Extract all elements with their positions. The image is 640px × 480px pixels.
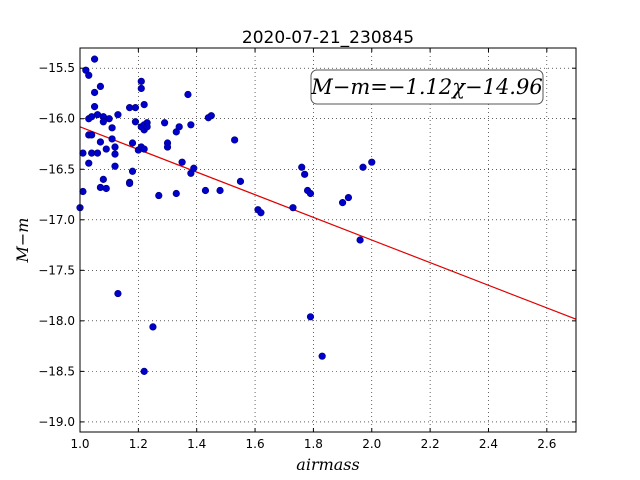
data-point [359,163,367,171]
data-point [131,118,140,126]
data-point [143,123,151,131]
x-tick-label: 2.6 [537,437,556,451]
data-point [344,193,353,202]
data-point [306,313,315,321]
data-point [155,191,163,200]
data-point [301,170,309,178]
data-point [108,135,116,143]
data-point [93,149,102,157]
x-tick-label: 1.0 [70,437,89,451]
data-point [79,187,87,196]
x-axis-ticks: 1.0 1.2 1.4 1.6 1.8 2.0 2.2 2.4 2.6 [70,48,556,451]
data-point [289,204,297,212]
data-point [85,159,93,167]
y-tick-label: −18.0 [38,314,75,328]
data-point [356,236,364,244]
x-tick-label: 1.8 [304,437,323,451]
data-point [90,55,99,63]
y-tick-label: −17.5 [38,263,75,277]
data-point [298,163,306,171]
x-tick-label: 1.6 [246,437,265,451]
data-point [111,162,119,170]
data-point [90,88,99,97]
data-point [102,145,110,153]
data-point [140,100,148,109]
annotation-text: M−m=−1.12χ−14.96 [310,75,542,99]
data-point [178,158,186,166]
data-point [306,189,315,198]
data-point [96,183,105,192]
y-tick-label: −18.5 [38,364,75,378]
data-point [172,189,180,198]
data-point [128,167,137,175]
data-point [114,289,122,298]
data-point [338,199,347,207]
data-point [236,177,245,185]
data-point [105,115,113,123]
x-tick-label: 2.4 [479,437,498,451]
y-tick-label: −17.0 [38,213,75,227]
x-axis-label: airmass [296,455,359,474]
data-point [99,175,107,183]
data-point [111,143,119,151]
data-point [114,111,122,119]
data-point [187,121,195,129]
x-tick-label: 1.4 [187,437,206,451]
data-point [88,131,96,139]
fit-equation-annotation: M−m=−1.12χ−14.96 [310,69,544,105]
data-point [99,118,107,126]
x-tick-label: 2.2 [421,437,440,451]
data-point [137,84,145,93]
data-point [108,124,116,132]
data-point [207,112,215,120]
data-point [163,143,172,151]
data-point [318,352,326,360]
data-point [149,323,157,331]
fit-line [79,126,577,320]
data-point [140,367,148,375]
data-point [140,145,148,153]
data-point [96,82,105,90]
data-point [231,136,239,144]
x-tick-label: 2.0 [362,437,381,451]
grid [79,48,576,432]
data-point [96,138,105,146]
data-point [79,149,87,157]
y-tick-label: −16.5 [38,162,75,176]
y-tick-label: −15.5 [38,61,75,75]
data-point [137,77,145,85]
data-point [216,186,224,195]
fit-line-group [79,126,577,320]
data-point [257,209,265,217]
data-point [85,71,93,79]
y-tick-label: −16.0 [38,112,75,126]
annotation-box [310,69,544,105]
data-point [111,150,119,158]
y-tick-label: −19.0 [38,415,75,429]
data-point [201,186,210,195]
y-axis-label: M−m [13,218,32,264]
data-point [128,139,137,147]
data-point [102,184,110,193]
x-tick-label: 1.2 [129,437,148,451]
y-axis-ticks: −15.5 −16.0 −16.5 −17.0 −17.5 −18.0 −18.5 −19.0 [38,61,576,429]
data-point [175,123,183,131]
data-point [131,104,140,112]
data-points [76,55,376,375]
plot-frame [79,47,577,433]
data-point [161,119,169,127]
chart-title: 2020-07-21_230845 [242,28,414,48]
data-point [90,103,99,111]
data-point [368,158,376,166]
data-point [184,90,192,99]
data-point [126,179,134,188]
data-point [190,164,198,172]
